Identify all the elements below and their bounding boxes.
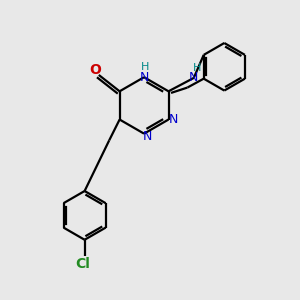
Text: N: N: [143, 130, 152, 143]
Text: H: H: [193, 63, 202, 74]
Text: N: N: [189, 71, 199, 84]
Text: H: H: [141, 62, 150, 72]
Text: N: N: [168, 113, 178, 126]
Text: Cl: Cl: [76, 257, 91, 272]
Text: N: N: [140, 71, 149, 84]
Text: O: O: [89, 63, 101, 76]
